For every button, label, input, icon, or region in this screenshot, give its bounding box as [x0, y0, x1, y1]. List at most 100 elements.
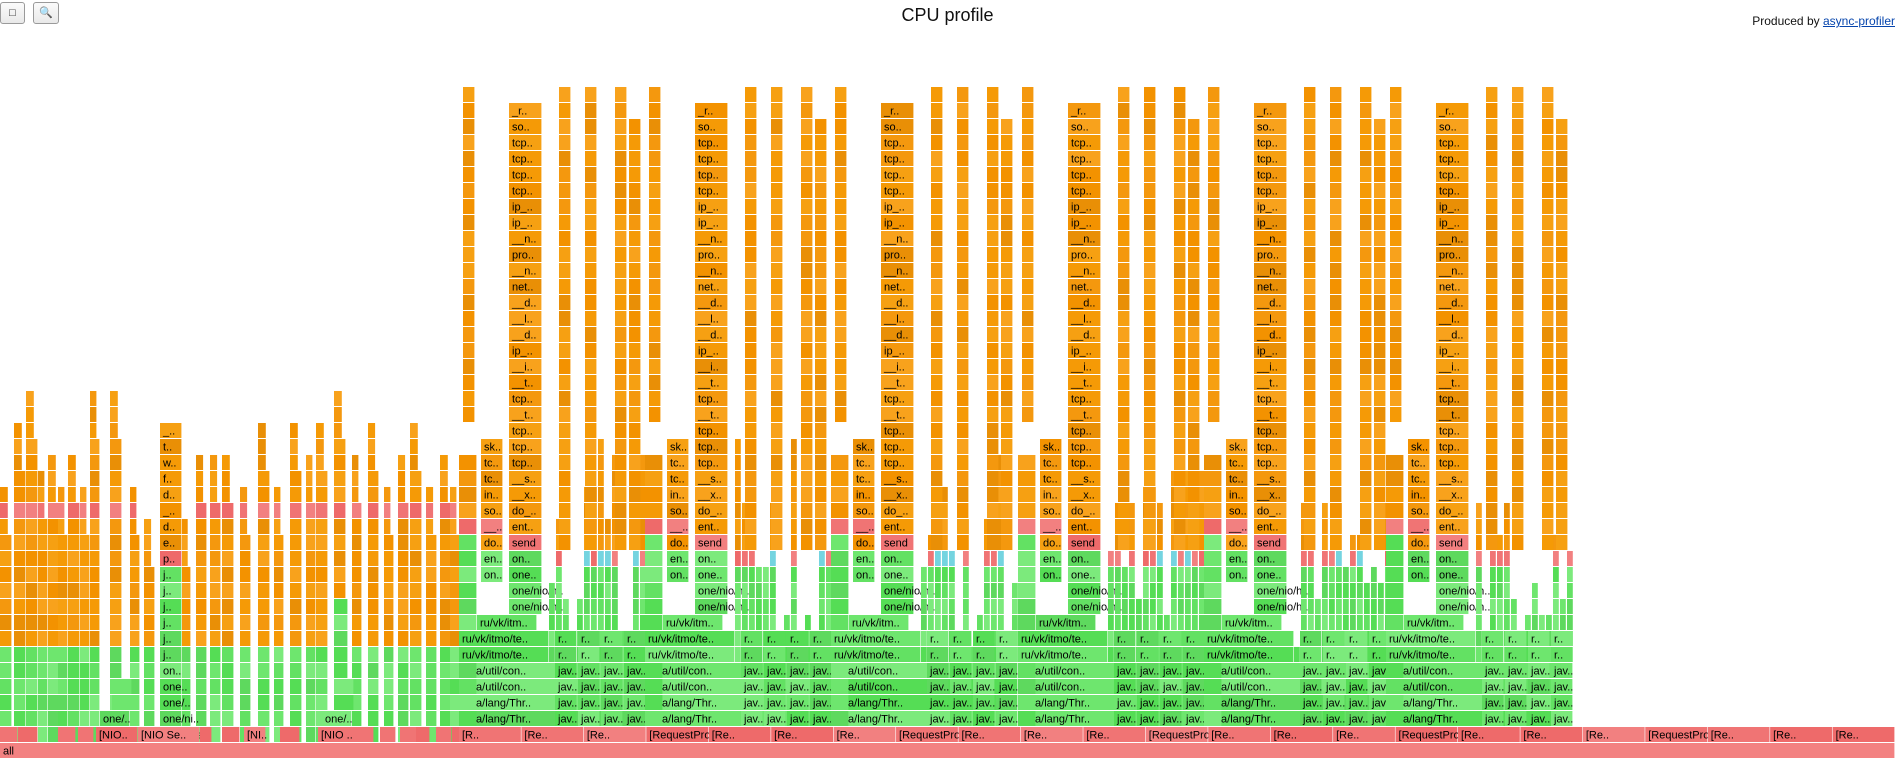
- stack-frame[interactable]: [649, 247, 661, 262]
- stack-frame[interactable]: [48, 615, 60, 630]
- stack-frame[interactable]: [784, 615, 790, 630]
- stack-frame[interactable]: [222, 631, 234, 646]
- stack-frame[interactable]: [615, 167, 627, 182]
- sk-frame[interactable]: [667, 519, 689, 534]
- stack-frame[interactable]: [398, 599, 409, 614]
- stack-frame[interactable]: [0, 567, 12, 582]
- sk-frame[interactable]: [1408, 519, 1430, 534]
- send-frame[interactable]: [1254, 503, 1287, 518]
- stack-frame[interactable]: [68, 487, 76, 502]
- send-frame[interactable]: [1254, 231, 1287, 246]
- send-frame[interactable]: [1254, 599, 1287, 614]
- stack-frame[interactable]: [410, 647, 422, 662]
- stack-frame[interactable]: [735, 567, 741, 582]
- stack-frame[interactable]: [629, 439, 641, 454]
- stack-frame[interactable]: [1022, 295, 1034, 310]
- stack-frame[interactable]: [68, 663, 80, 678]
- send-frame[interactable]: [1436, 535, 1469, 550]
- send-frame[interactable]: [509, 583, 542, 598]
- nio-frame[interactable]: [160, 439, 182, 454]
- stack-frame[interactable]: [629, 487, 641, 502]
- stack-frame[interactable]: [48, 695, 60, 710]
- stack-frame[interactable]: [742, 503, 748, 518]
- stack-frame[interactable]: [368, 519, 379, 534]
- stack-frame[interactable]: [640, 487, 646, 502]
- stack-frame[interactable]: [352, 647, 362, 662]
- send-frame[interactable]: [881, 551, 914, 566]
- stack-frame[interactable]: [931, 407, 943, 422]
- stack-frame[interactable]: [559, 503, 571, 518]
- stack-frame[interactable]: [815, 151, 827, 166]
- stack-frame[interactable]: [1476, 615, 1482, 630]
- stack-frame[interactable]: [1301, 599, 1307, 614]
- stack-frame[interactable]: [1556, 183, 1568, 198]
- stack-frame[interactable]: [996, 679, 1018, 694]
- stack-frame[interactable]: [0, 631, 12, 646]
- stack-frame[interactable]: [463, 215, 475, 230]
- send-frame[interactable]: [881, 487, 914, 502]
- send-frame[interactable]: [1436, 183, 1469, 198]
- stack-frame[interactable]: [1115, 615, 1121, 630]
- stack-frame[interactable]: [48, 471, 56, 486]
- request-frame[interactable]: [831, 615, 849, 630]
- stack-frame[interactable]: [1300, 631, 1322, 646]
- request-frame[interactable]: [1204, 519, 1222, 534]
- stack-frame[interactable]: [450, 631, 460, 646]
- send-frame[interactable]: [695, 279, 728, 294]
- stack-frame[interactable]: [1390, 407, 1402, 422]
- stack-frame[interactable]: [1118, 503, 1130, 518]
- stack-frame[interactable]: [258, 711, 270, 726]
- send-frame[interactable]: [509, 375, 542, 390]
- stack-frame[interactable]: [1567, 567, 1573, 582]
- stack-frame[interactable]: [735, 471, 741, 486]
- stack-frame[interactable]: [801, 487, 813, 502]
- stack-frame[interactable]: [605, 519, 611, 534]
- stack-frame[interactable]: [1360, 375, 1372, 390]
- stack-frame[interactable]: [90, 471, 100, 486]
- stack-frame[interactable]: [1001, 343, 1013, 358]
- stack-frame[interactable]: [771, 215, 783, 230]
- request-frame[interactable]: [1386, 711, 1404, 726]
- send-frame[interactable]: [509, 471, 542, 486]
- stack-frame[interactable]: [559, 375, 571, 390]
- stack-frame[interactable]: [963, 615, 969, 630]
- stack-frame[interactable]: [835, 247, 847, 262]
- stack-frame[interactable]: [210, 599, 221, 614]
- stack-frame[interactable]: [1512, 487, 1524, 502]
- stack-frame[interactable]: [290, 663, 302, 678]
- sk-frame[interactable]: [853, 503, 875, 518]
- stack-frame[interactable]: [949, 567, 955, 582]
- stack-frame[interactable]: [1118, 151, 1130, 166]
- stack-frame[interactable]: [1157, 503, 1163, 518]
- stack-frame[interactable]: [1486, 487, 1498, 502]
- sk-frame[interactable]: [1040, 439, 1062, 454]
- stack-frame[interactable]: [957, 215, 969, 230]
- send-frame[interactable]: [695, 231, 728, 246]
- stack-frame[interactable]: [598, 551, 604, 566]
- stack-frame[interactable]: [90, 615, 100, 630]
- stack-frame[interactable]: [745, 183, 757, 198]
- send-frame[interactable]: [509, 551, 542, 566]
- stack-frame[interactable]: [1497, 615, 1503, 630]
- stack-frame[interactable]: [1118, 311, 1130, 326]
- send-frame[interactable]: [509, 503, 542, 518]
- send-frame[interactable]: [509, 407, 542, 422]
- stack-frame[interactable]: [1556, 375, 1568, 390]
- stack-frame[interactable]: [58, 663, 68, 678]
- stack-frame[interactable]: [835, 183, 847, 198]
- stack-frame[interactable]: [1174, 183, 1186, 198]
- stack-frame[interactable]: [58, 679, 68, 694]
- stack-frame[interactable]: [1330, 199, 1342, 214]
- stack-frame[interactable]: [182, 519, 188, 534]
- bottom-frame[interactable]: [1457, 727, 1520, 742]
- stack-frame[interactable]: [749, 599, 755, 614]
- stack-frame[interactable]: [957, 199, 969, 214]
- stack-frame[interactable]: [1360, 199, 1372, 214]
- nio-frame[interactable]: [160, 583, 182, 598]
- stack-frame[interactable]: [450, 583, 460, 598]
- stack-frame[interactable]: [316, 487, 328, 502]
- stack-frame[interactable]: [1556, 455, 1568, 470]
- stack-frame[interactable]: [1183, 695, 1205, 710]
- stack-frame[interactable]: [735, 647, 741, 662]
- stack-frame[interactable]: [801, 167, 813, 182]
